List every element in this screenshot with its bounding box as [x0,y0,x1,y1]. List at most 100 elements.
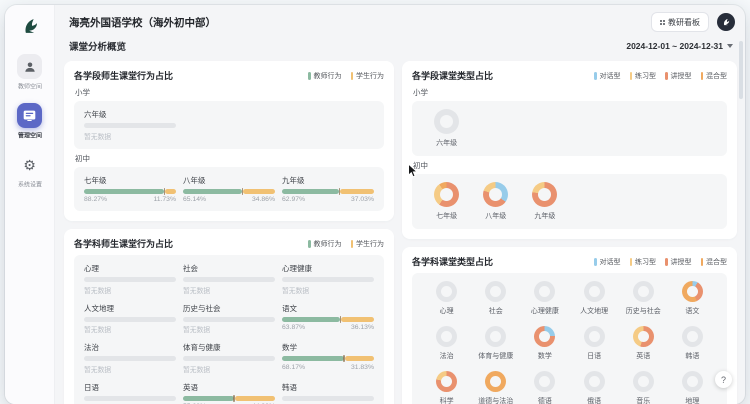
bar-value-left: 暂无数据 [84,366,112,374]
donut-label: 六年级 [436,140,458,147]
legend-item: 练习型 [629,71,656,81]
grade-donut-item[interactable]: 八年级 [471,182,520,221]
class-type-donut [532,182,558,207]
sidebar-nav-button[interactable]: ⚙ [17,54,42,79]
class-type-donut [485,371,507,392]
subject-bar-item[interactable]: 英语 55.68%44.32% [183,382,275,404]
subject-donut-item[interactable]: 人文地理 [570,281,619,316]
subject-donut-item[interactable]: 社会 [471,281,520,316]
class-type-donut [436,281,458,302]
class-type-donut [632,281,654,302]
sidebar-nav-button[interactable]: ⚙ [17,152,42,177]
behavior-bar: 暂无数据 [183,316,275,334]
vertical-scrollbar[interactable] [739,41,743,99]
grade-donut-item[interactable]: 七年级 [422,182,471,221]
teacher-bar-segment [282,187,341,195]
legend-label: 学生行为 [356,72,384,80]
teacher-space-icon [24,61,35,72]
bar-value-left: 暂无数据 [282,287,310,295]
sidebar-nav-item[interactable]: ⚙ 管理空间 [16,103,44,141]
subject-bar-item[interactable]: 日语 暂无数据 [84,382,176,404]
student-bar-segment [165,188,176,194]
teacher-bar-segment [84,187,166,195]
subject-bar-item[interactable]: 语文 63.87% 36.13% [282,303,374,335]
legend-item: 教师行为 [308,71,342,81]
bar-values: 68.17% 31.83% [282,364,374,371]
subject-label: 体育与健康 [183,343,221,352]
subject-bar-item[interactable]: 人文地理 暂无数据 [84,303,176,334]
subject-donut-item[interactable]: 日语 [570,326,619,361]
subject-donut-item[interactable]: 语文 [668,281,717,316]
sidebar-nav-item[interactable]: ⚙ 系统设置 [16,152,44,190]
subject-donut-item[interactable]: 科学 [422,371,471,404]
date-range-picker[interactable]: 2024-12-01 ~ 2024-12-31 [626,41,733,51]
subject-donut-item[interactable]: 英语 [619,326,668,361]
subject-label: 英语 [183,382,198,392]
student-bar-segment [243,188,275,194]
research-board-button[interactable]: 教研看板 [651,12,709,32]
subject-donut-item[interactable]: 韩语 [668,326,717,361]
class-type-donut [681,326,703,347]
bar-value-left: 暂无数据 [183,327,211,334]
class-type-donut [434,109,460,134]
subject-donut-item[interactable]: 历史与社会 [619,281,668,316]
subject-bar-item[interactable]: 历史与社会 暂无数据 [183,303,275,334]
section-title: 各学段师生课堂行为占比 [74,71,174,81]
subject-donut-item[interactable]: 音乐 [619,371,668,404]
legend-label: 对话型 [599,258,621,266]
legend-marker [665,257,668,266]
subject-bar-item[interactable]: 心理健康 暂无数据 [282,263,374,295]
help-button[interactable]: ? [715,371,732,388]
legend-item: 混合型 [700,71,727,81]
legend-label: 讲授型 [670,72,692,80]
sidebar-nav-label: 系统设置 [17,182,42,189]
class-type-donut [534,371,556,392]
subject-bar-item[interactable]: 法治 暂无数据 [84,342,176,374]
grade-bar-item[interactable]: 九年级 62.97% 37.03% [282,175,374,203]
empty-bar-segment [84,316,176,322]
bar-value-left: 63.87% [282,324,306,331]
subject-label: 日语 [84,382,99,392]
subject-label: 历史与社会 [183,303,221,313]
subject-donut-item[interactable]: 道德与法治 [471,371,520,404]
subject-type-card: 各学科课堂类型占比 对话型 练习型 讲授型 混合型 [402,247,737,404]
subject-donut-item[interactable]: 地理 [668,371,717,404]
subject-donut-item[interactable]: 法治 [422,326,471,361]
subject-bar-item[interactable]: 体育与健康 暂无数据 [183,342,275,374]
sidebar-nav-item[interactable]: ⚙ 教师空间 [16,54,44,92]
subjects-donut-panel: 心理 社会 心理健康 [412,273,727,404]
bar-track [84,123,176,128]
grade-bar-item[interactable]: 八年级 65.14% 34.86% [183,175,275,203]
group-label-junior: 初中 [75,153,90,163]
date-range-value: 2024-12-01 ~ 2024-12-31 [626,41,723,51]
section-title: 各学段课堂类型占比 [412,71,494,81]
grade-behavior-head: 各学段师生课堂行为占比 教师行为 学生行为 [74,69,384,82]
bar-track [183,356,275,361]
class-type-donut [534,326,556,347]
grade-bar-item[interactable]: 六年级 暂无数据 [84,109,176,141]
bar-value-left: 暂无数据 [183,366,211,374]
empty-bar-segment [84,356,176,361]
subject-bar-item[interactable]: 心理 暂无数据 [84,263,176,295]
top-bar: 海亮外国语学校（海外初中部） 教研看板 [56,5,745,35]
subject-donut-item[interactable]: 俄语 [570,371,619,404]
bar-values: 62.97% 37.03% [282,196,374,203]
grade-donut-item[interactable]: 九年级 [520,182,569,221]
subject-donut-item[interactable]: 德语 [520,371,569,404]
subject-bar-item[interactable]: 数学 68.17% 31.83% [282,342,374,374]
grade-bar-item[interactable]: 七年级 88.27% 11.73% [84,175,176,203]
sidebar-nav-button[interactable]: ⚙ [17,103,42,128]
subject-donut-item[interactable]: 心理 [422,281,471,316]
bar-track [84,395,176,401]
primary-donut-panel: 六年级 [412,101,727,156]
subject-donut-item[interactable]: 数学 [520,326,569,361]
subject-bar-item[interactable]: 社会 暂无数据 [183,263,275,295]
subject-donut-item[interactable]: 体育与健康 [471,326,520,361]
subject-bar-item[interactable]: 韩语 暂无数据 [282,382,374,404]
legend-item: 学生行为 [350,71,384,81]
grade-donut-item[interactable]: 六年级 [422,109,471,148]
subject-donut-item[interactable]: 心理健康 [520,281,569,316]
grade-type-head: 各学段课堂类型占比 对话型 练习型 讲授型 混合型 [412,69,727,82]
donut-label: 历史与社会 [625,308,661,315]
user-avatar[interactable] [717,13,735,31]
